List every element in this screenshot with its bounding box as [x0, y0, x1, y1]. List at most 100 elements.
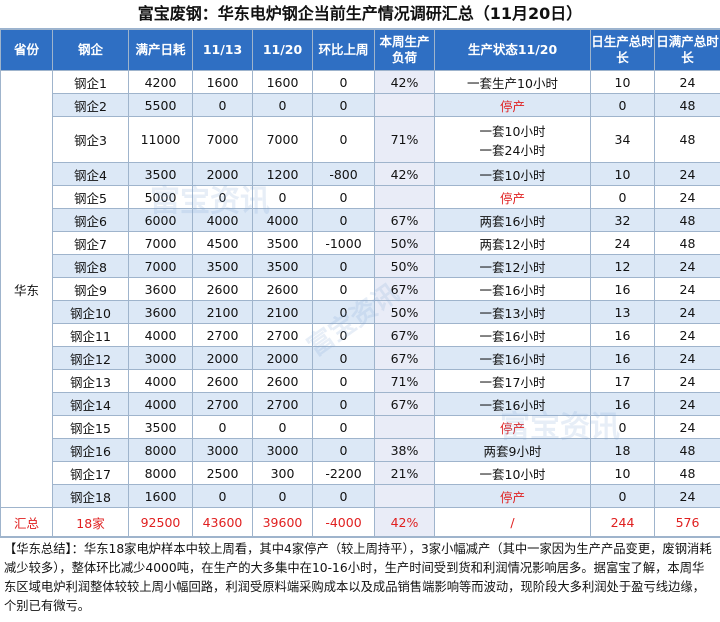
output-1120-cell: 3500 — [252, 254, 313, 278]
output-1120-cell: 7000 — [252, 116, 313, 163]
load-cell — [374, 185, 435, 209]
name-cell: 钢企6 — [52, 208, 129, 232]
full-capacity-cell: 3000 — [128, 346, 193, 370]
production-table: 省份 钢企 满产日耗 11/13 11/20 环比上周 本周生产负荷 生产状态11/20 日生产… — [0, 29, 720, 537]
state-line: 一套24小时 — [479, 142, 546, 158]
output-1113-cell: 4000 — [192, 208, 253, 232]
full-hours-cell: 24 — [654, 323, 720, 347]
week-change-cell: -1000 — [312, 231, 375, 255]
week-change-cell: 0 — [312, 392, 375, 416]
output-1120-cell: 2600 — [252, 369, 313, 393]
full-capacity-cell: 1600 — [128, 484, 193, 508]
full-capacity-cell: 3600 — [128, 277, 193, 301]
table-row: 钢企10 3600 2100 2100 0 50% 一套13小时 13 24 — [1, 300, 720, 324]
daily-hours-cell: 0 — [590, 93, 655, 117]
column-header: 11/20 — [252, 29, 313, 71]
page-title: 富宝废钢：华东电炉钢企当前生产情况调研汇总（11月20日） — [0, 0, 720, 29]
header-row: 省份 钢企 满产日耗 11/13 11/20 环比上周 本周生产负荷 生产状态11/20 日生产… — [0, 29, 720, 71]
column-header: 钢企 — [52, 29, 129, 71]
production-state-cell: 两套16小时 — [434, 208, 591, 232]
load-cell: 67% — [374, 323, 435, 347]
daily-hours-cell: 16 — [590, 277, 655, 301]
output-1113-cell: 2700 — [192, 323, 253, 347]
output-1113-cell: 3500 — [192, 254, 253, 278]
full-capacity-cell: 5000 — [128, 185, 193, 209]
production-state-cell: 一套10小时 — [434, 461, 591, 485]
total-state-cell: / — [434, 507, 591, 537]
load-cell: 71% — [374, 116, 435, 163]
production-state-cell: 停产 — [434, 484, 591, 508]
week-change-cell: -800 — [312, 162, 375, 186]
load-cell — [374, 484, 435, 508]
full-capacity-cell: 8000 — [128, 438, 193, 462]
load-cell: 38% — [374, 438, 435, 462]
production-state-cell: 一套16小时 — [434, 346, 591, 370]
daily-hours-cell: 10 — [590, 162, 655, 186]
daily-hours-cell: 17 — [590, 369, 655, 393]
state-line: 一套10小时 — [479, 123, 546, 139]
week-change-cell: 0 — [312, 484, 375, 508]
state-line: 一套生产10小时 — [467, 75, 558, 91]
table-row: 钢企15 3500 0 0 0 停产 0 24 — [1, 415, 720, 439]
output-1113-cell: 0 — [192, 484, 253, 508]
production-state-cell: 一套生产10小时 — [434, 70, 591, 94]
total-load-cell: 42% — [374, 507, 435, 537]
name-cell: 钢企18 — [52, 484, 129, 508]
table-row: 钢企17 8000 2500 300 -2200 21% 一套10小时 10 48 — [1, 461, 720, 485]
name-cell: 钢企8 — [52, 254, 129, 278]
province-cell: 华东 — [0, 70, 53, 508]
week-change-cell: 0 — [312, 93, 375, 117]
load-cell — [374, 93, 435, 117]
production-state-cell: 一套10小时 一套24小时 — [434, 116, 591, 163]
name-cell: 钢企5 — [52, 185, 129, 209]
daily-hours-cell: 10 — [590, 70, 655, 94]
load-cell: 21% — [374, 461, 435, 485]
output-1113-cell: 2000 — [192, 162, 253, 186]
load-cell: 50% — [374, 300, 435, 324]
output-1120-cell: 2700 — [252, 323, 313, 347]
name-cell: 钢企3 — [52, 116, 129, 163]
output-1113-cell: 2600 — [192, 277, 253, 301]
table-row: 钢企9 3600 2600 2600 0 67% 一套16小时 16 24 — [1, 277, 720, 301]
load-cell: 42% — [374, 162, 435, 186]
daily-hours-cell: 18 — [590, 438, 655, 462]
column-header: 日生产总时长 — [590, 29, 655, 71]
table-row: 钢企6 6000 4000 4000 0 67% 两套16小时 32 48 — [1, 208, 720, 232]
total-fullhours-cell: 576 — [654, 507, 720, 537]
production-state-cell: 停产 — [434, 185, 591, 209]
name-cell: 钢企17 — [52, 461, 129, 485]
state-line: 停产 — [499, 420, 525, 436]
output-1113-cell: 2100 — [192, 300, 253, 324]
output-1113-cell: 2500 — [192, 461, 253, 485]
full-hours-cell: 24 — [654, 415, 720, 439]
output-1120-cell: 3500 — [252, 231, 313, 255]
week-change-cell: 0 — [312, 185, 375, 209]
table-row: 钢企13 4000 2600 2600 0 71% 一套17小时 17 24 — [1, 369, 720, 393]
output-1113-cell: 4500 — [192, 231, 253, 255]
full-capacity-cell: 3600 — [128, 300, 193, 324]
daily-hours-cell: 24 — [590, 231, 655, 255]
full-capacity-cell: 4000 — [128, 323, 193, 347]
load-cell — [374, 415, 435, 439]
name-cell: 钢企10 — [52, 300, 129, 324]
daily-hours-cell: 0 — [590, 484, 655, 508]
output-1113-cell: 3000 — [192, 438, 253, 462]
total-label-cell: 汇总 — [0, 507, 53, 537]
daily-hours-cell: 13 — [590, 300, 655, 324]
production-state-cell: 一套16小时 — [434, 392, 591, 416]
daily-hours-cell: 0 — [590, 185, 655, 209]
week-change-cell: 0 — [312, 415, 375, 439]
state-line: 一套12小时 — [479, 259, 546, 275]
table-row: 钢企3 11000 7000 7000 0 71% 一套10小时 一套24小时 34 48 — [1, 116, 720, 163]
column-header: 11/13 — [192, 29, 253, 71]
table-row: 钢企18 1600 0 0 0 停产 0 24 — [1, 484, 720, 508]
name-cell: 钢企11 — [52, 323, 129, 347]
output-1120-cell: 0 — [252, 93, 313, 117]
daily-hours-cell: 16 — [590, 323, 655, 347]
table-row: 钢企8 7000 3500 3500 0 50% 一套12小时 12 24 — [1, 254, 720, 278]
state-line: 两套9小时 — [483, 443, 542, 459]
week-change-cell: 0 — [312, 208, 375, 232]
full-hours-cell: 24 — [654, 484, 720, 508]
state-line: 停产 — [499, 190, 525, 206]
